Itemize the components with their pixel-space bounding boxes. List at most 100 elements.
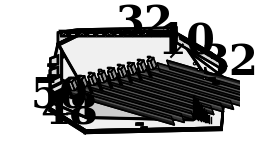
Circle shape [203,78,205,79]
Polygon shape [94,31,95,36]
Polygon shape [124,33,131,36]
Polygon shape [85,128,221,133]
Text: 10: 10 [158,21,216,63]
Polygon shape [133,31,140,33]
Polygon shape [137,59,140,60]
Polygon shape [141,127,146,128]
Circle shape [145,33,146,34]
Polygon shape [68,82,75,90]
Polygon shape [58,28,176,44]
Polygon shape [58,34,77,45]
Polygon shape [131,63,137,75]
Polygon shape [148,68,252,101]
Polygon shape [203,50,207,52]
Polygon shape [96,31,103,33]
Polygon shape [147,65,253,104]
Polygon shape [78,31,85,33]
Polygon shape [87,31,94,33]
Polygon shape [109,79,213,111]
Polygon shape [119,76,222,109]
Polygon shape [99,82,203,114]
Polygon shape [69,33,77,36]
Polygon shape [103,31,104,36]
Polygon shape [142,31,149,33]
Polygon shape [88,81,194,120]
Polygon shape [88,33,95,36]
Polygon shape [79,87,183,119]
Polygon shape [117,69,124,77]
Polygon shape [138,71,242,103]
Polygon shape [69,89,173,122]
Text: 32: 32 [200,42,258,84]
Polygon shape [167,60,267,99]
Polygon shape [160,31,167,33]
Polygon shape [67,31,68,36]
Polygon shape [169,33,177,36]
Polygon shape [147,61,154,70]
Polygon shape [78,84,184,123]
Polygon shape [76,31,77,36]
Polygon shape [127,71,233,109]
Polygon shape [199,47,202,52]
Polygon shape [50,82,62,89]
Polygon shape [106,33,113,36]
Polygon shape [127,66,134,75]
Polygon shape [112,31,113,36]
Polygon shape [213,55,217,58]
Polygon shape [115,31,121,33]
Polygon shape [68,77,71,79]
Polygon shape [86,84,211,120]
Polygon shape [49,108,86,133]
Polygon shape [48,75,54,76]
Polygon shape [50,67,58,78]
Polygon shape [107,68,115,72]
Text: 48: 48 [40,90,97,132]
Polygon shape [78,33,86,36]
Polygon shape [137,64,144,72]
Polygon shape [213,56,216,60]
Polygon shape [85,31,86,36]
Polygon shape [127,61,130,63]
Polygon shape [121,65,127,77]
Circle shape [194,63,195,64]
Polygon shape [203,50,207,54]
Polygon shape [169,31,176,33]
Polygon shape [137,68,243,107]
Polygon shape [50,74,62,81]
Polygon shape [139,31,140,36]
Polygon shape [50,36,225,130]
Polygon shape [48,64,54,65]
Polygon shape [130,31,131,36]
Polygon shape [50,89,62,96]
Circle shape [108,33,110,34]
Polygon shape [107,76,214,115]
Polygon shape [107,67,111,68]
Polygon shape [68,86,174,125]
Polygon shape [105,31,112,33]
Polygon shape [194,45,198,49]
Polygon shape [97,79,204,117]
Polygon shape [68,79,75,82]
Text: 50: 50 [31,75,89,117]
Polygon shape [158,31,159,36]
Polygon shape [89,84,193,117]
Polygon shape [133,33,140,36]
Polygon shape [151,31,158,33]
Polygon shape [72,79,78,90]
Polygon shape [160,33,168,36]
Polygon shape [58,31,211,95]
Polygon shape [137,60,144,64]
Polygon shape [111,68,117,80]
Polygon shape [107,72,114,80]
Polygon shape [142,33,150,36]
Circle shape [198,69,199,70]
Polygon shape [180,36,184,39]
Polygon shape [157,63,263,102]
Circle shape [63,33,64,34]
Polygon shape [217,58,221,60]
Polygon shape [136,123,142,124]
Polygon shape [128,74,232,106]
Polygon shape [213,82,218,83]
Polygon shape [189,42,193,46]
Polygon shape [199,47,203,50]
